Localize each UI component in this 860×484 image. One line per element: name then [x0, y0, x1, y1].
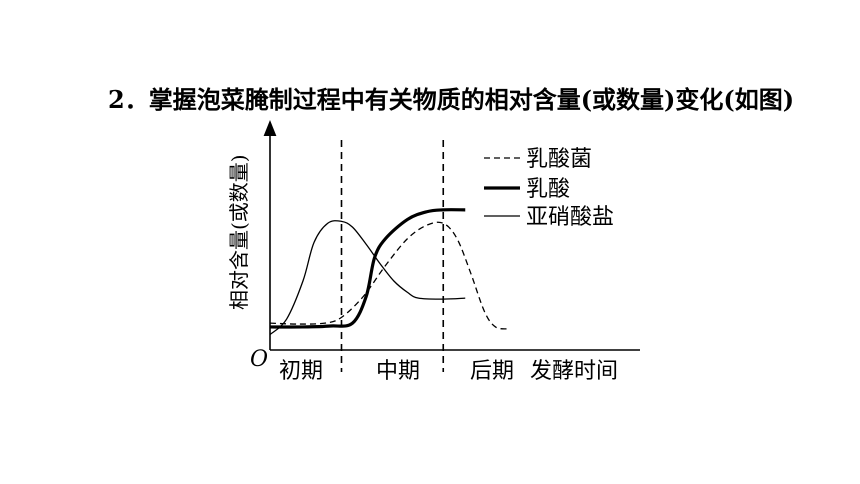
- stage-label-1: 初期: [279, 359, 323, 384]
- stage-label-2: 中期: [376, 359, 420, 384]
- y-axis-label: 相对含量(或数量): [227, 154, 251, 310]
- series-line-3: [269, 220, 466, 336]
- question-number: 2．: [108, 85, 149, 114]
- x-axis-label: 发酵时间: [530, 359, 618, 384]
- legend-label-1: 乳酸菌: [526, 147, 592, 172]
- series-line-2: [269, 208, 466, 329]
- series-line-1: [269, 221, 510, 330]
- origin-label: O: [250, 347, 268, 372]
- question-heading: 2．掌握泡菜腌制过程中有关物质的相对含量(或数量)变化(如图): [108, 80, 794, 115]
- legend-label-3: 亚硝酸盐: [526, 205, 614, 230]
- question-text: 掌握泡菜腌制过程中有关物质的相对含量(或数量)变化(如图): [148, 85, 795, 114]
- legend-label-2: 乳酸: [526, 177, 570, 202]
- stage-label-3: 后期: [470, 359, 514, 384]
